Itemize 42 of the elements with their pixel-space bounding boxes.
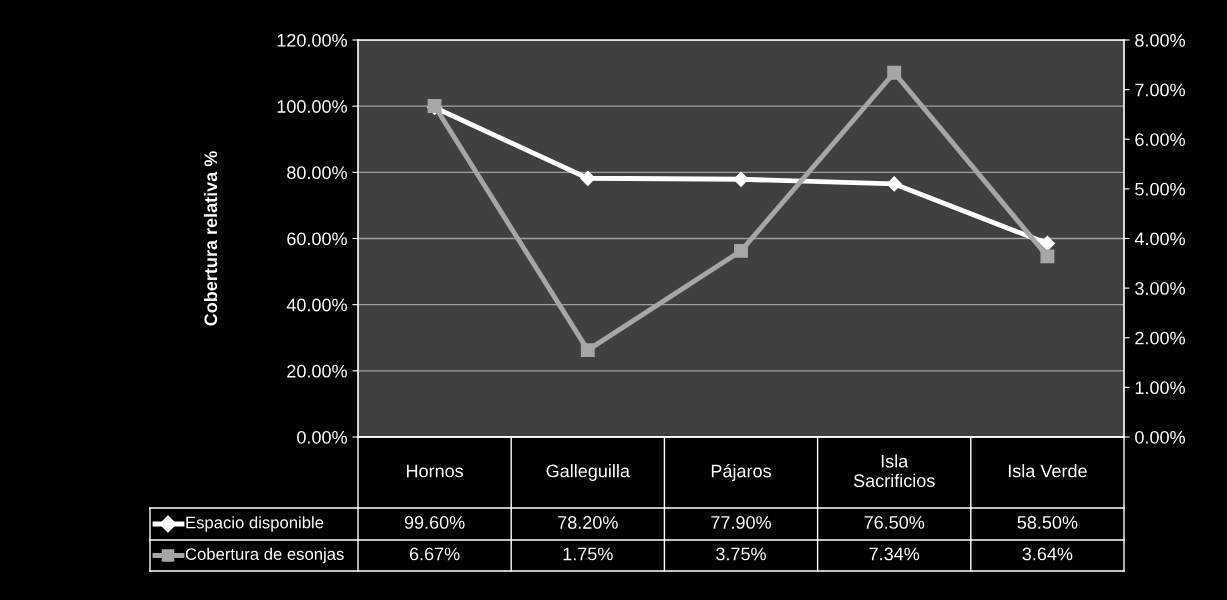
point [1040, 249, 1055, 264]
data-label: 3.64% [1022, 547, 1073, 561]
data-label: 1.75% [563, 547, 613, 561]
y-tick-label: 60.00% [287, 232, 347, 246]
point [1039, 235, 1055, 252]
y2-tick-label: 1.00% [1135, 381, 1185, 395]
legend-label: Espacio disponible [186, 516, 324, 532]
x-tick-label: Hornos [406, 464, 464, 478]
y-tick-label: 20.00% [287, 364, 347, 378]
x-tick-label: Isla Sacrificios [853, 454, 935, 488]
x-tick-label: Isla Verde [1008, 464, 1087, 478]
y2-tick-label: 8.00% [1135, 33, 1185, 47]
data-label: 76.50% [864, 516, 925, 529]
data-label: 77.90% [711, 516, 771, 529]
x-tick-label: Pájaros [711, 463, 771, 482]
point [887, 65, 902, 80]
x-tick-label: Galleguilla [546, 464, 630, 481]
y2-tick-label: 2.00% [1135, 331, 1185, 345]
y2-tick-label: 0.00% [1135, 430, 1185, 444]
point [734, 243, 748, 258]
data-label: 3.75% [716, 547, 766, 561]
point [733, 171, 749, 187]
data-label: 78.20% [558, 516, 618, 529]
point [580, 170, 596, 186]
y-tick-label: 80.00% [287, 166, 347, 180]
y2-tick-label: 3.00% [1135, 282, 1185, 295]
y2-tick-label: 7.00% [1135, 83, 1185, 97]
y-tick-label: 120.00% [277, 33, 347, 47]
y-tick-label: 100.00% [277, 100, 347, 113]
data-label: 7.34% [869, 547, 920, 561]
data-label: 58.50% [1017, 516, 1078, 529]
data-label: 99.60% [404, 516, 465, 529]
data-label: 6.67% [409, 547, 460, 561]
y-tick-label: 40.00% [286, 298, 347, 312]
y2-tick-label: 5.00% [1135, 182, 1185, 196]
legend-label: Cobertura de esonjas [185, 547, 344, 564]
y2-tick-label: 4.00% [1134, 232, 1185, 246]
point [886, 176, 902, 192]
y-tick-label: 0.00% [297, 430, 347, 444]
point [580, 343, 595, 358]
y2-tick-label: 6.00% [1135, 133, 1185, 146]
y-axis-title: Cobertura relativa % [203, 151, 218, 326]
